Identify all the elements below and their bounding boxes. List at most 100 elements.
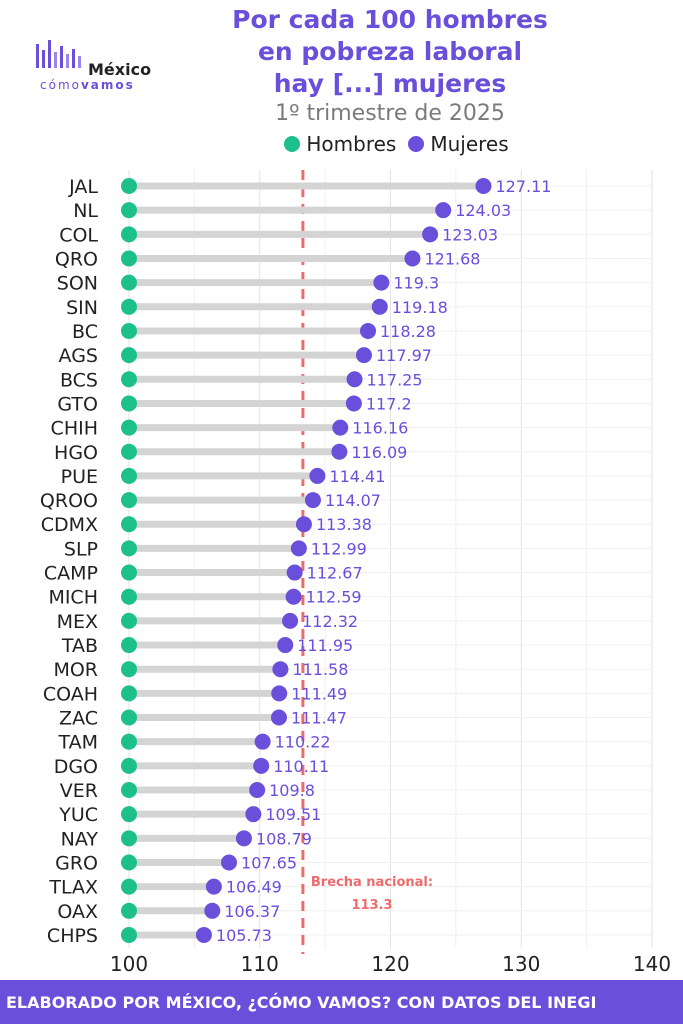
point-mujeres-chps bbox=[195, 926, 212, 943]
point-hombres-hgo bbox=[121, 443, 137, 460]
point-mujeres-dgo bbox=[253, 757, 270, 774]
data-label-slp: 112.99 bbox=[311, 539, 367, 558]
category-label-chih: CHIH bbox=[51, 418, 98, 440]
data-label-camp: 112.67 bbox=[307, 564, 363, 583]
data-label-ags: 117.97 bbox=[376, 346, 432, 365]
point-hombres-tam bbox=[121, 733, 137, 750]
point-mujeres-ags bbox=[355, 347, 372, 364]
category-label-yuc: YUC bbox=[58, 804, 98, 826]
point-hombres-slp bbox=[121, 540, 137, 557]
point-hombres-mor bbox=[121, 661, 137, 678]
data-label-bc: 118.28 bbox=[380, 322, 436, 341]
category-label-son: SON bbox=[57, 273, 98, 295]
category-label-tab: TAB bbox=[61, 635, 98, 657]
logo-tagline: cómovamos bbox=[40, 78, 135, 92]
point-hombres-ver bbox=[121, 782, 137, 798]
data-label-ver: 109.8 bbox=[269, 781, 315, 800]
point-hombres-qro bbox=[121, 250, 137, 267]
point-mujeres-qroo bbox=[304, 492, 321, 509]
category-label-nay: NAY bbox=[61, 828, 99, 850]
point-mujeres-oax bbox=[204, 902, 221, 919]
point-hombres-chih bbox=[121, 419, 137, 436]
data-label-col: 123.03 bbox=[442, 225, 498, 244]
point-mujeres-mich bbox=[285, 588, 302, 605]
point-hombres-col bbox=[121, 226, 137, 243]
point-hombres-zac bbox=[121, 709, 137, 726]
data-label-chps: 105.73 bbox=[216, 926, 272, 945]
x-tick-label-130: 130 bbox=[502, 952, 540, 976]
reference-label: Brecha nacional: bbox=[311, 875, 433, 890]
data-label-coah: 111.49 bbox=[291, 684, 347, 703]
category-label-cdmx: CDMX bbox=[41, 514, 98, 536]
point-hombres-tlax bbox=[121, 878, 137, 895]
legend: Hombres Mujeres bbox=[0, 132, 683, 156]
point-mujeres-nl bbox=[435, 202, 452, 219]
point-mujeres-nay bbox=[235, 830, 252, 847]
category-label-ags: AGS bbox=[59, 345, 98, 367]
point-hombres-dgo bbox=[121, 757, 137, 774]
point-hombres-oax bbox=[121, 902, 137, 919]
category-label-nl: NL bbox=[73, 200, 98, 222]
point-hombres-coah bbox=[121, 685, 137, 702]
point-hombres-mich bbox=[121, 588, 137, 605]
category-label-mex: MEX bbox=[57, 611, 98, 633]
title-line-2: en pobreza laboral bbox=[257, 37, 523, 66]
data-label-chih: 116.16 bbox=[352, 419, 408, 438]
data-label-gto: 117.2 bbox=[366, 394, 412, 413]
data-label-jal: 127.11 bbox=[495, 177, 551, 196]
data-label-cdmx: 113.38 bbox=[316, 515, 372, 534]
legend-label-hombres: Hombres bbox=[306, 132, 397, 156]
category-label-camp: CAMP bbox=[44, 563, 98, 585]
point-hombres-sin bbox=[121, 298, 137, 315]
point-mujeres-ver bbox=[249, 782, 266, 798]
chart-subtitle: 1º trimestre de 2025 bbox=[275, 101, 505, 126]
category-label-jal: JAL bbox=[68, 176, 98, 198]
point-mujeres-qro bbox=[404, 250, 421, 267]
point-hombres-qroo bbox=[121, 492, 137, 509]
legend-dot-mujeres-icon bbox=[408, 136, 425, 152]
category-label-zac: ZAC bbox=[59, 708, 98, 730]
point-mujeres-son bbox=[373, 274, 390, 291]
category-label-ver: VER bbox=[60, 780, 98, 802]
category-label-oax: OAX bbox=[57, 901, 98, 923]
data-label-pue: 114.41 bbox=[329, 467, 385, 486]
point-mujeres-pue bbox=[309, 467, 326, 484]
data-label-gro: 107.65 bbox=[241, 853, 297, 872]
category-label-mor: MOR bbox=[53, 659, 98, 681]
footer-credit: ELABORADO POR MÉXICO, ¿CÓMO VAMOS? CON D… bbox=[0, 980, 683, 1024]
point-hombres-nay bbox=[121, 830, 137, 847]
category-label-coah: COAH bbox=[43, 683, 98, 705]
data-label-mich: 112.59 bbox=[306, 588, 362, 607]
legend-item-mujeres: Mujeres bbox=[408, 132, 509, 156]
point-mujeres-mex bbox=[282, 612, 299, 629]
category-label-qroo: QROO bbox=[40, 490, 98, 512]
data-label-mex: 112.32 bbox=[302, 612, 358, 631]
point-mujeres-zac bbox=[270, 709, 287, 726]
point-mujeres-slp bbox=[290, 540, 307, 557]
logo-bars-icon bbox=[36, 40, 81, 68]
point-hombres-tab bbox=[121, 637, 137, 654]
data-label-nay: 108.79 bbox=[256, 829, 312, 848]
point-hombres-nl bbox=[121, 202, 137, 219]
point-mujeres-sin bbox=[371, 298, 388, 315]
title-line-3: hay [...] mujeres bbox=[273, 69, 507, 98]
data-label-oax: 106.37 bbox=[224, 902, 280, 921]
category-label-tlax: TLAX bbox=[48, 877, 98, 899]
category-label-gto: GTO bbox=[57, 393, 98, 415]
x-tick-label-110: 110 bbox=[241, 952, 279, 976]
category-label-gro: GRO bbox=[55, 852, 98, 874]
point-mujeres-coah bbox=[271, 685, 288, 702]
point-mujeres-yuc bbox=[245, 806, 262, 823]
data-label-yuc: 109.51 bbox=[265, 805, 321, 824]
x-tick-label-140: 140 bbox=[633, 952, 671, 976]
legend-label-mujeres: Mujeres bbox=[430, 132, 509, 156]
point-mujeres-bc bbox=[360, 322, 377, 339]
data-label-mor: 111.58 bbox=[292, 660, 348, 679]
point-hombres-gro bbox=[121, 854, 137, 871]
data-label-dgo: 110.11 bbox=[273, 757, 329, 776]
point-mujeres-gto bbox=[345, 395, 362, 412]
point-mujeres-gro bbox=[221, 854, 238, 871]
point-mujeres-cdmx bbox=[295, 516, 312, 533]
category-label-dgo: DGO bbox=[54, 756, 98, 778]
title-line-1: Por cada 100 hombres bbox=[232, 5, 548, 34]
